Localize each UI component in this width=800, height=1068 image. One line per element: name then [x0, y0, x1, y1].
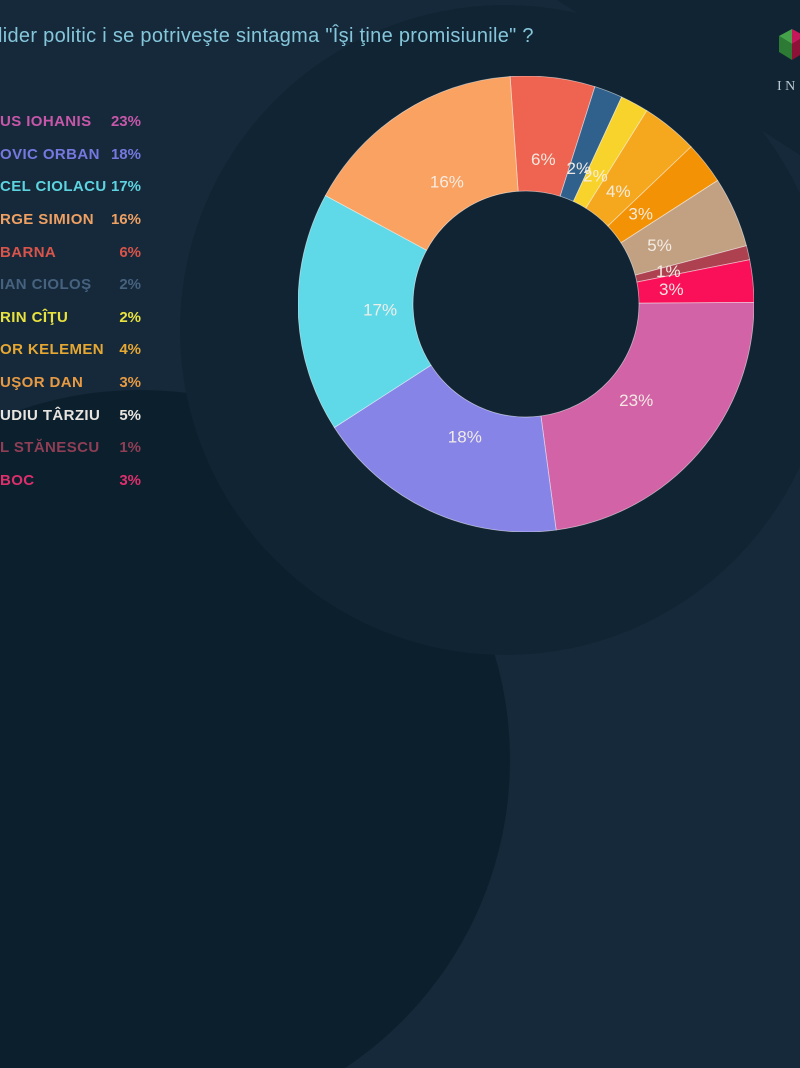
- donut-slice-label: 3%: [659, 280, 684, 299]
- legend-percent: 1%: [119, 439, 141, 457]
- donut-slice-label: 3%: [628, 205, 653, 224]
- legend-name: RIN CÎŢU: [0, 308, 69, 326]
- legend-item: RGE SIMION 16%: [0, 204, 141, 237]
- legend-percent: 18%: [110, 145, 141, 163]
- donut-slice-label: 16%: [430, 172, 464, 191]
- legend-item: L STĂNESCU 1%: [0, 432, 141, 465]
- donut-slice: [324, 76, 519, 251]
- legend-name: OR KELEMEN: [0, 341, 105, 359]
- cube-face-green-dark: [779, 36, 792, 60]
- cube-face-pink: [792, 29, 800, 44]
- legend-percent: 4%: [119, 341, 141, 359]
- legend-percent: 23%: [110, 113, 141, 130]
- donut-slice-label: 6%: [531, 150, 556, 169]
- legend-item: CEL CIOLACU 17%: [0, 171, 141, 204]
- donut-slice: [298, 195, 432, 429]
- legend-name: OVIC ORBAN: [0, 145, 100, 163]
- legend-item: UDIU TÂRZIU 5%: [0, 400, 141, 433]
- legend-item: RIN CÎŢU 2%: [0, 302, 141, 335]
- donut-slice-label: 18%: [448, 428, 482, 447]
- legend-name: UDIU TÂRZIU: [0, 406, 101, 424]
- cube-face-red-dark: [792, 39, 800, 60]
- legend-item: OVIC ORBAN 18%: [0, 139, 141, 172]
- donut-slice-label: 2%: [583, 167, 608, 186]
- legend-percent: 17%: [110, 178, 141, 196]
- donut-chart: 6% 2%2%4%3%5%1%3%23%18%17%16%: [298, 76, 754, 532]
- legend-name: IAN CIOLOŞ: [0, 276, 92, 294]
- legend-name: BOC: [0, 472, 35, 490]
- legend-percent: 16%: [110, 210, 141, 228]
- legend-item: UŞOR DAN 3%: [0, 367, 141, 400]
- legend-name: CEL CIOLACU: [0, 178, 107, 196]
- legend-item: OR KELEMEN 4%: [0, 334, 141, 367]
- legend-percent: 5%: [119, 406, 141, 424]
- legend-percent: 3%: [119, 472, 141, 490]
- legend-percent: 3%: [119, 374, 141, 392]
- donut-slice: [333, 364, 557, 532]
- legend-item: US IOHANIS 23%: [0, 106, 141, 139]
- legend-name: RGE SIMION: [0, 210, 95, 228]
- donut-slice: [540, 302, 754, 531]
- legend-name: L STĂNESCU: [0, 439, 100, 457]
- legend-name: US IOHANIS: [0, 113, 92, 130]
- donut-slice-label: 17%: [363, 301, 397, 320]
- chart-legend: US IOHANIS 23% OVIC ORBAN 18% CEL CIOLAC…: [0, 106, 141, 498]
- legend-percent: 2%: [119, 276, 141, 294]
- logo-text: IN: [777, 79, 799, 94]
- logo-cube-icon: [779, 29, 800, 60]
- donut-slice-label: 1%: [656, 262, 681, 281]
- page-title: lider politic i se potriveşte sintagma "…: [0, 25, 534, 47]
- legend-percent: 6%: [119, 243, 141, 261]
- legend-name: UŞOR DAN: [0, 374, 84, 392]
- donut-slice-label: 2%: [567, 159, 592, 178]
- legend-item: BARNA 6%: [0, 237, 141, 270]
- donut-slice-label: 4%: [606, 182, 631, 201]
- donut-slice-label: 23%: [619, 391, 653, 410]
- legend-item: IAN CIOLOŞ 2%: [0, 269, 141, 302]
- legend-item: BOC 3%: [0, 465, 141, 498]
- legend-percent: 2%: [119, 308, 141, 326]
- legend-name: BARNA: [0, 243, 57, 261]
- cube-face-green-light: [779, 29, 792, 44]
- donut-slice-label: 5%: [647, 236, 672, 255]
